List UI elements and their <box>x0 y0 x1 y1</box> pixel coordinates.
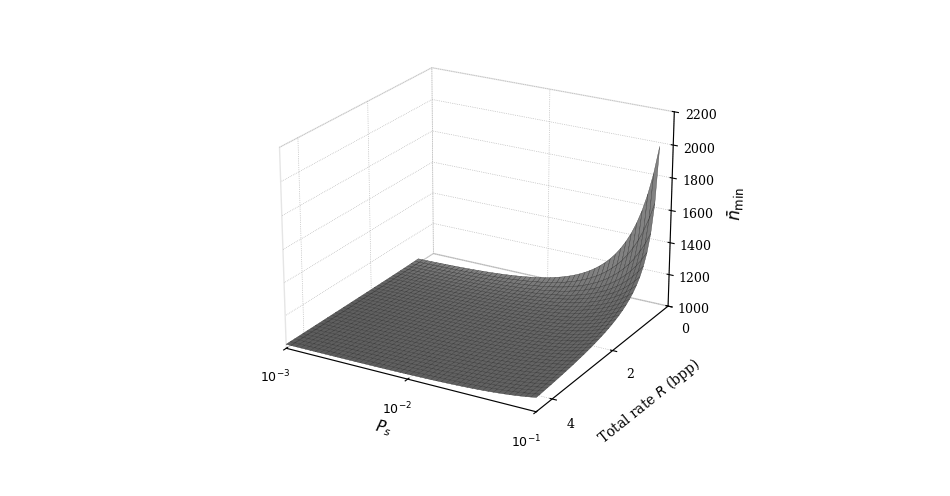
X-axis label: $P_s$: $P_s$ <box>373 417 394 439</box>
Y-axis label: Total rate $R$ (bpp): Total rate $R$ (bpp) <box>595 355 705 448</box>
